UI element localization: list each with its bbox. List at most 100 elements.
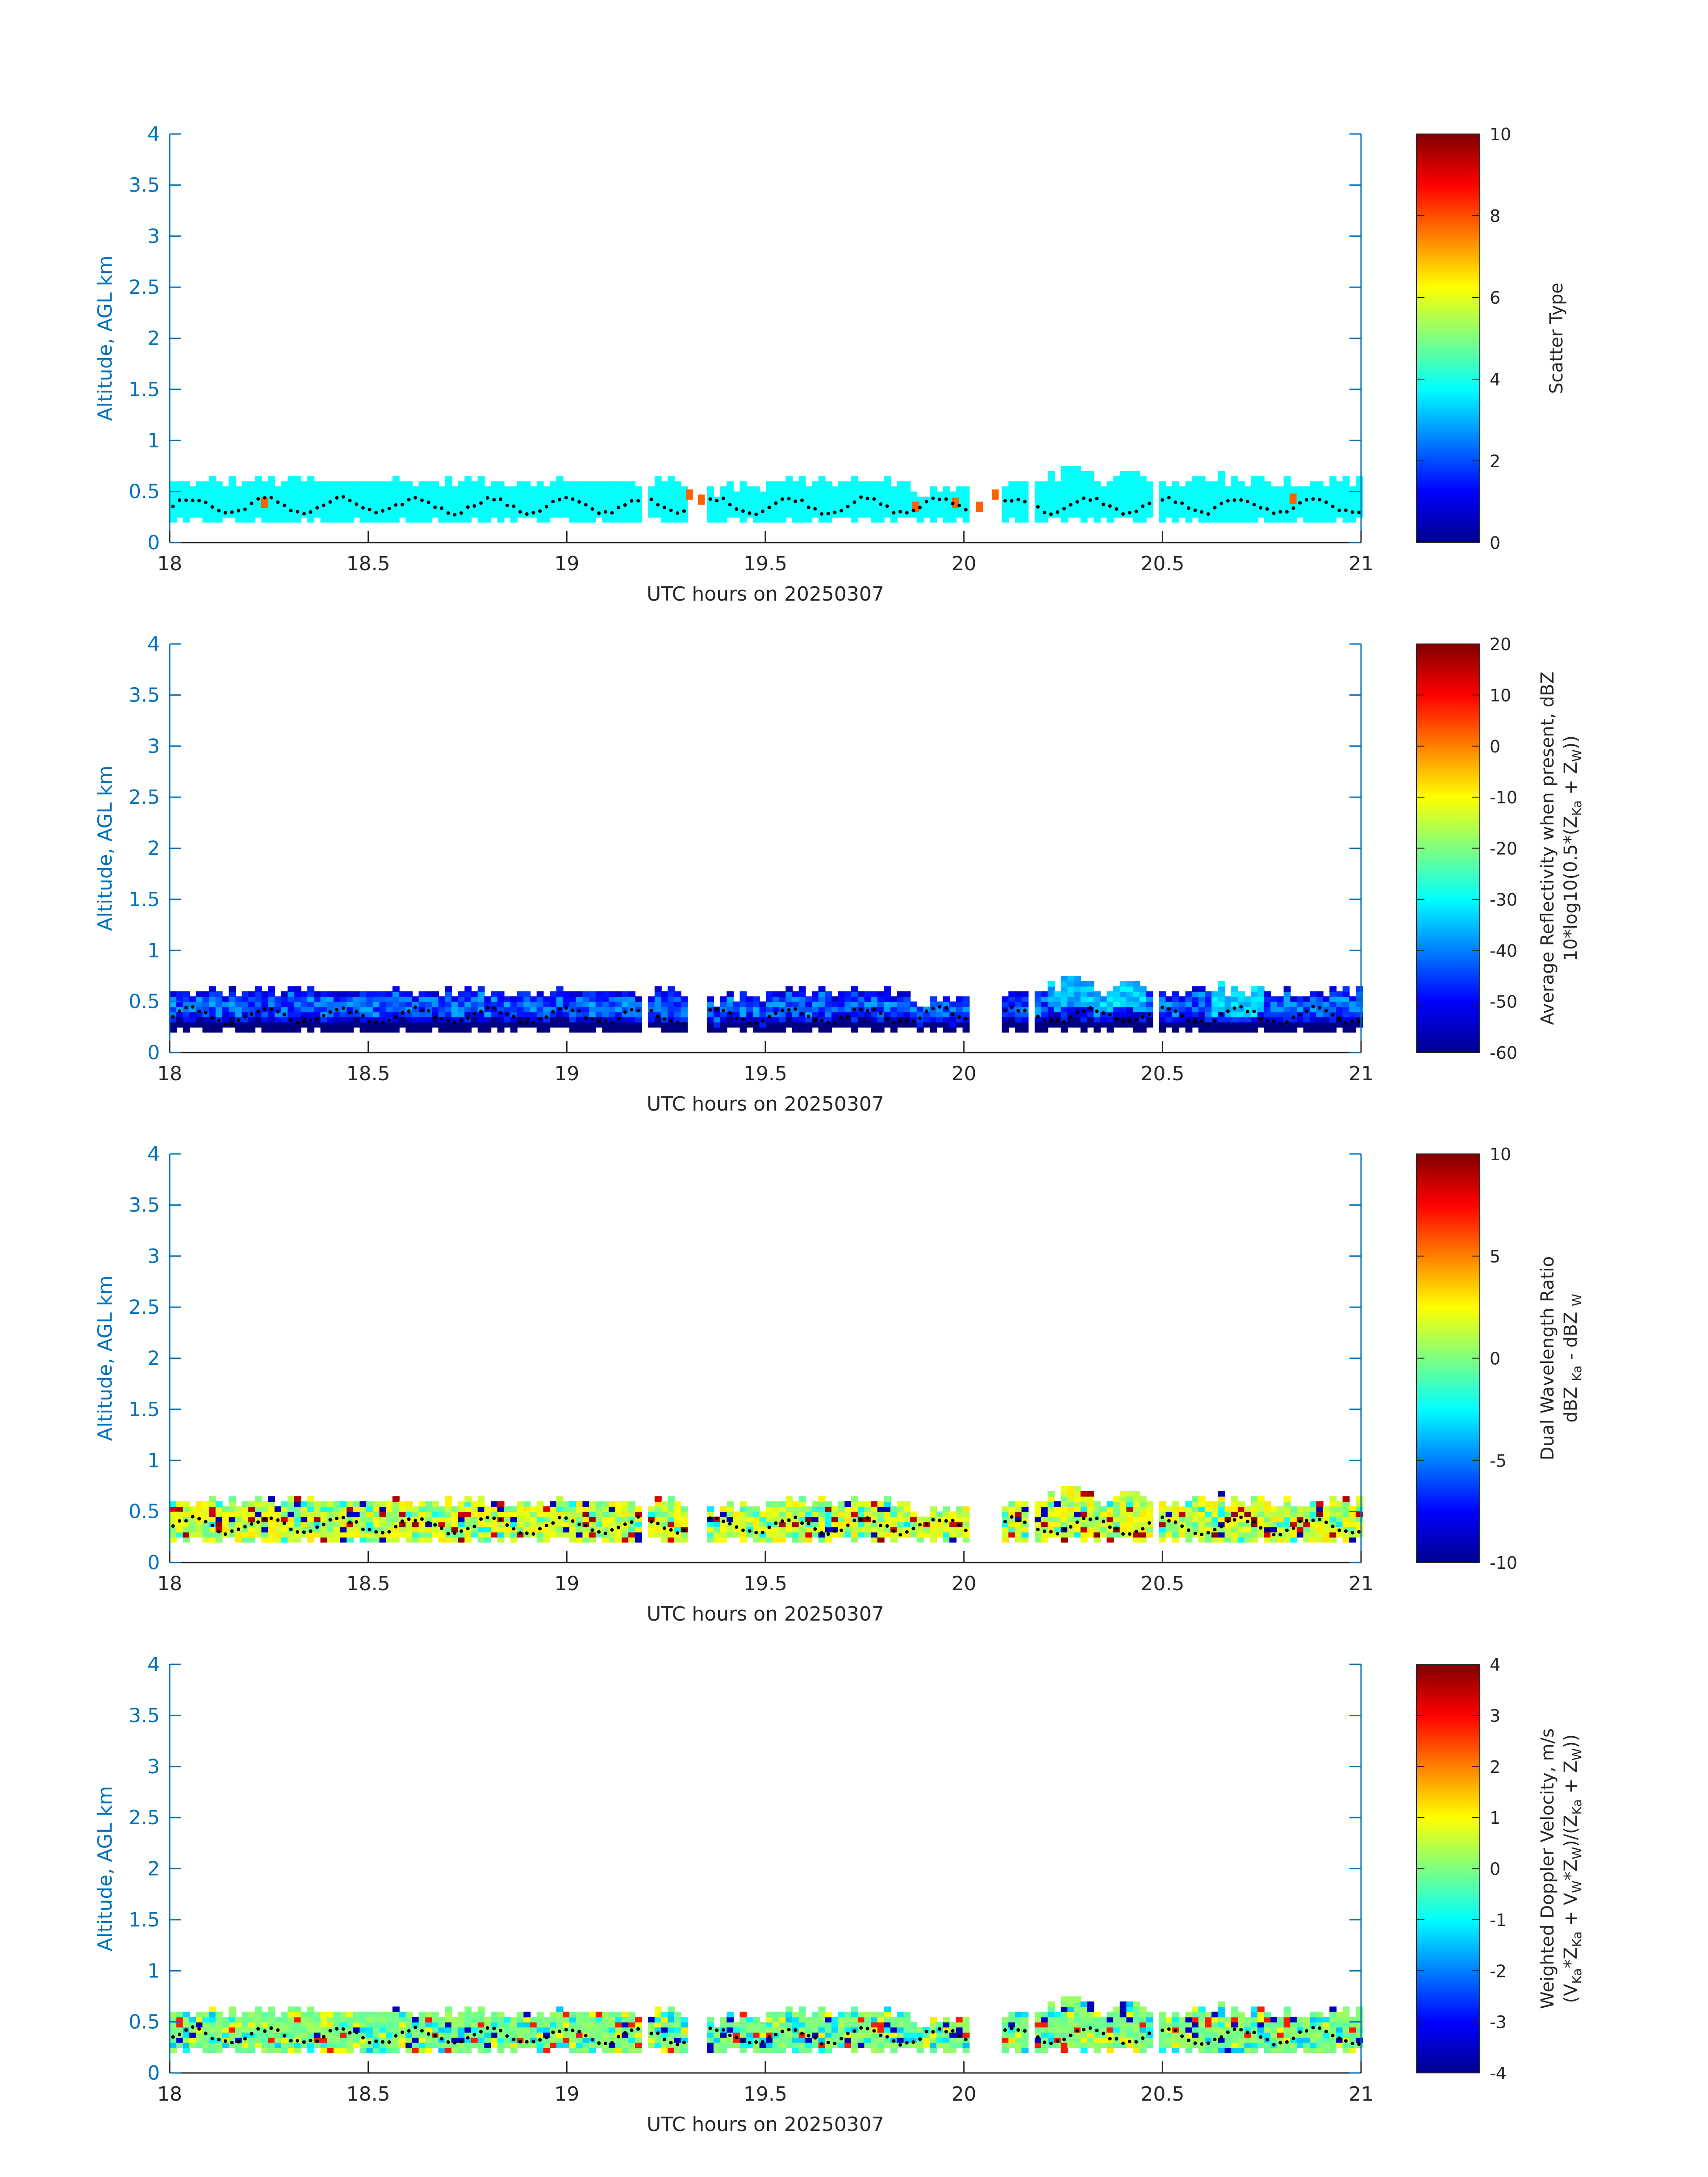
heatmap-cell bbox=[753, 486, 760, 492]
heatmap-cell bbox=[602, 1526, 610, 1533]
heatmap-cell bbox=[504, 512, 511, 518]
heatmap-cell bbox=[229, 486, 236, 492]
heatmap-cell bbox=[458, 497, 465, 502]
heatmap-cell bbox=[274, 491, 282, 497]
heatmap-cell bbox=[668, 1521, 675, 1528]
heatmap-cell bbox=[399, 512, 406, 518]
heatmap-cell bbox=[1008, 1511, 1016, 1517]
heatmap-cell bbox=[386, 517, 393, 523]
heatmap-cell bbox=[274, 1526, 282, 1533]
cloud-base-dot bbox=[787, 1008, 791, 1012]
heatmap-cell bbox=[949, 506, 957, 513]
colorbar-tick-label: -40 bbox=[1490, 941, 1517, 961]
heatmap-cell bbox=[1080, 1496, 1088, 1502]
heatmap-cell bbox=[1087, 1532, 1094, 1538]
heatmap-cell bbox=[307, 512, 315, 518]
heatmap-cell bbox=[1008, 512, 1016, 518]
heatmap-cell bbox=[229, 1532, 236, 1538]
heatmap-cell bbox=[1283, 1011, 1291, 1018]
heatmap-cell bbox=[347, 481, 354, 487]
heatmap-cell bbox=[661, 491, 668, 497]
heatmap-cell bbox=[569, 501, 576, 508]
x-tick-label: 20 bbox=[952, 552, 977, 575]
heatmap-cell bbox=[615, 486, 622, 492]
heatmap-cell bbox=[1067, 476, 1075, 482]
heatmap-cell bbox=[1237, 1506, 1245, 1512]
heatmap-cell bbox=[268, 486, 275, 492]
heatmap-cell bbox=[294, 2017, 301, 2022]
y-tick-label: 3.5 bbox=[129, 174, 160, 196]
heatmap-cell bbox=[196, 1022, 203, 1028]
heatmap-cell bbox=[1002, 517, 1009, 523]
heatmap-cell bbox=[1323, 517, 1330, 523]
heatmap-cell bbox=[229, 497, 236, 502]
heatmap-cell bbox=[792, 491, 799, 497]
heatmap-cell bbox=[556, 1526, 564, 1533]
heatmap-cell bbox=[379, 2042, 387, 2048]
cloud-base-dot bbox=[1056, 1019, 1060, 1023]
cloud-base-dot bbox=[328, 1010, 332, 1014]
heatmap-cell bbox=[1323, 512, 1330, 518]
heatmap-cell bbox=[347, 512, 354, 518]
heatmap-cell bbox=[556, 1496, 564, 1502]
heatmap-cell bbox=[615, 517, 622, 523]
heatmap-cell bbox=[1198, 512, 1206, 518]
heatmap-cell bbox=[1054, 1011, 1061, 1018]
heatmap-cell bbox=[1257, 491, 1265, 497]
heatmap-cell bbox=[320, 2042, 328, 2048]
cloud-base-dot bbox=[479, 1009, 483, 1013]
heatmap-cell bbox=[1185, 1022, 1193, 1028]
heatmap-cell bbox=[674, 1501, 681, 1507]
heatmap-cell bbox=[707, 512, 714, 518]
heatmap-cell bbox=[1356, 991, 1363, 997]
heatmap-cell bbox=[628, 517, 636, 523]
heatmap-cell bbox=[1251, 517, 1258, 523]
scatter-type-pixel bbox=[686, 489, 693, 500]
heatmap-cell bbox=[766, 501, 773, 508]
heatmap-cell bbox=[857, 1526, 865, 1533]
heatmap-cell bbox=[353, 1511, 360, 1517]
heatmap-cell bbox=[1224, 1511, 1232, 1517]
cloud-base-dot bbox=[1193, 1531, 1197, 1535]
heatmap-cell bbox=[536, 1501, 544, 1507]
heatmap-cell bbox=[733, 1517, 740, 1522]
heatmap-cell bbox=[222, 2022, 230, 2028]
heatmap-cell bbox=[1251, 512, 1258, 518]
heatmap-cell bbox=[268, 517, 275, 523]
heatmap-cell bbox=[327, 1001, 334, 1007]
heatmap-cell bbox=[1356, 1517, 1363, 1522]
heatmap-cell bbox=[1205, 481, 1212, 487]
heatmap-cell bbox=[615, 1501, 622, 1507]
heatmap-cell bbox=[1100, 1007, 1107, 1012]
cloud-base-dot bbox=[538, 1527, 542, 1531]
heatmap-cell bbox=[183, 481, 190, 487]
heatmap-cell bbox=[615, 991, 622, 997]
heatmap-cell bbox=[268, 1016, 275, 1023]
heatmap-cell bbox=[386, 1532, 393, 1538]
heatmap-cell bbox=[1146, 506, 1153, 513]
heatmap-cell bbox=[1159, 1521, 1166, 1528]
heatmap-cell bbox=[753, 996, 760, 1002]
heatmap-cell bbox=[1329, 1506, 1337, 1512]
heatmap-cell bbox=[1080, 506, 1088, 513]
heatmap-cell bbox=[609, 1027, 616, 1033]
heatmap-cell bbox=[347, 1027, 354, 1033]
heatmap-cell bbox=[1094, 1501, 1101, 1507]
cloud-base-dot bbox=[1095, 497, 1099, 501]
heatmap-cell bbox=[1336, 481, 1343, 487]
heatmap-cell bbox=[1133, 1517, 1140, 1522]
heatmap-cell bbox=[766, 1001, 773, 1007]
cloud-base-dot bbox=[931, 1518, 935, 1522]
heatmap-cell bbox=[222, 996, 230, 1002]
heatmap-cell bbox=[1008, 1526, 1016, 1533]
heatmap-cell bbox=[773, 506, 780, 513]
cloud-base-dot bbox=[938, 1518, 942, 1522]
heatmap-cell bbox=[1205, 1506, 1212, 1512]
heatmap-cell bbox=[405, 517, 413, 523]
heatmap-cell bbox=[930, 1011, 937, 1018]
heatmap-cell bbox=[491, 486, 498, 492]
heatmap-cell bbox=[1061, 986, 1068, 992]
heatmap-cell bbox=[733, 512, 740, 518]
heatmap-cell bbox=[812, 491, 819, 497]
heatmap-cell bbox=[510, 1022, 518, 1028]
